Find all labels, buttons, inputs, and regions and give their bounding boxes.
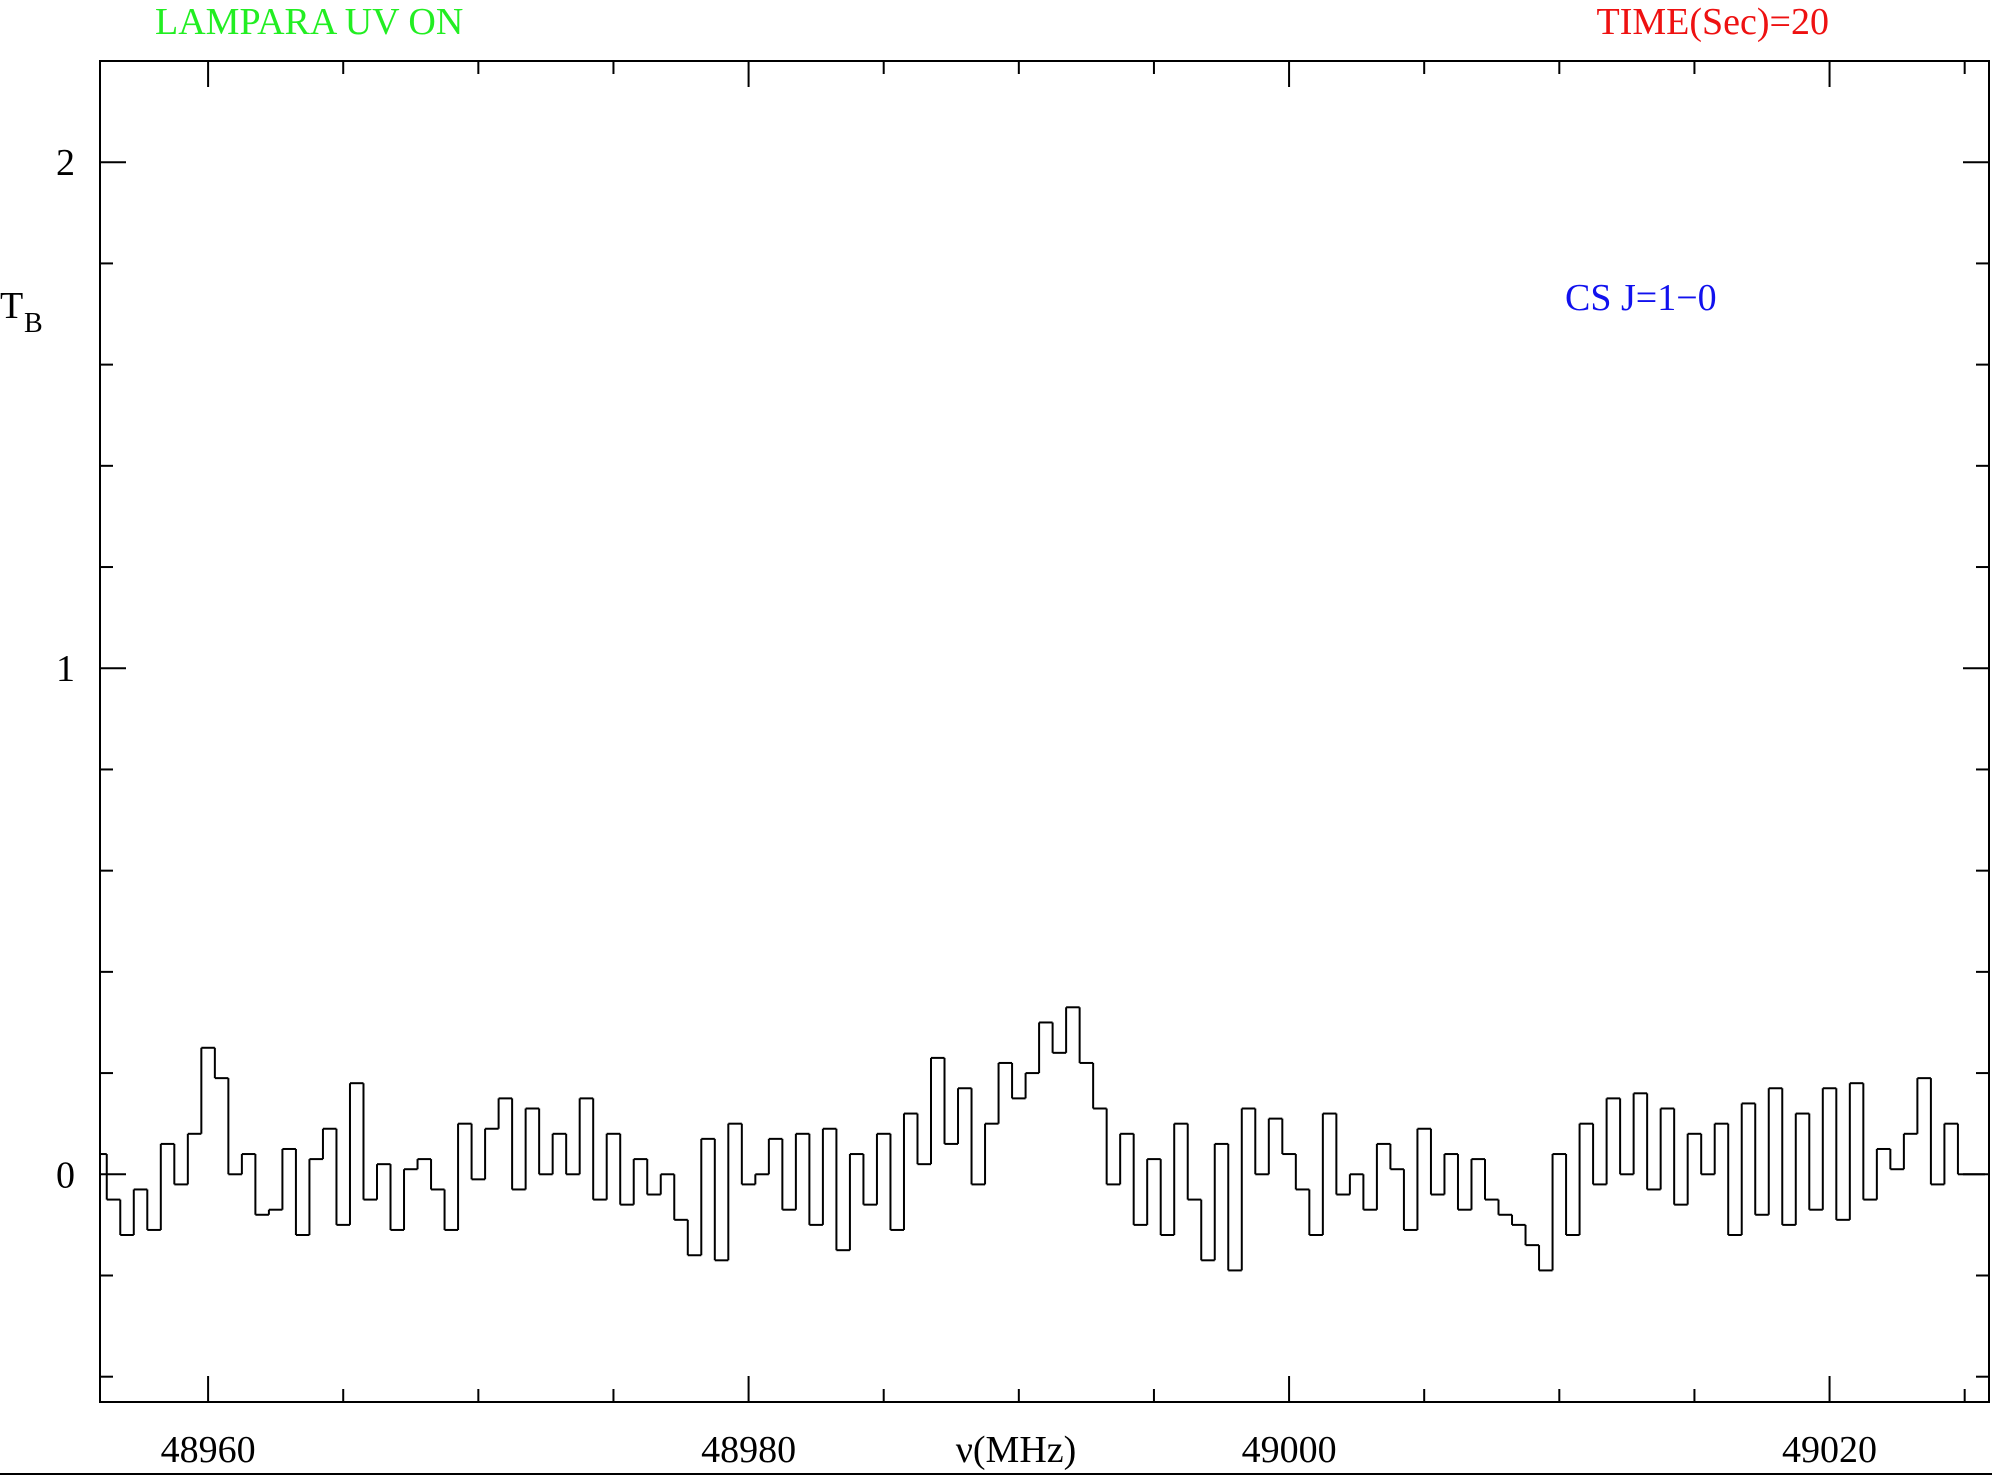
x-axis-label: ν(MHz)	[956, 1429, 1077, 1471]
y-tick-label: 2	[56, 142, 75, 184]
y-tick-label: 1	[56, 648, 75, 690]
y-axis-label: T	[0, 285, 23, 327]
x-tick-label: 48960	[161, 1429, 256, 1471]
x-tick-label: 49020	[1782, 1429, 1877, 1471]
plot-frame	[99, 60, 1990, 1403]
x-tick-label: 49000	[1242, 1429, 1337, 1471]
y-tick-label: 0	[56, 1154, 75, 1196]
chart-title: LAMPARA UV ON	[155, 1, 463, 43]
annotation: CS J=1−0	[1565, 277, 1717, 319]
x-tick-label: 48980	[701, 1429, 796, 1471]
y-axis-label-subscript: B	[24, 308, 43, 339]
chart-subtitle: TIME(Sec)=20	[1597, 1, 1829, 43]
